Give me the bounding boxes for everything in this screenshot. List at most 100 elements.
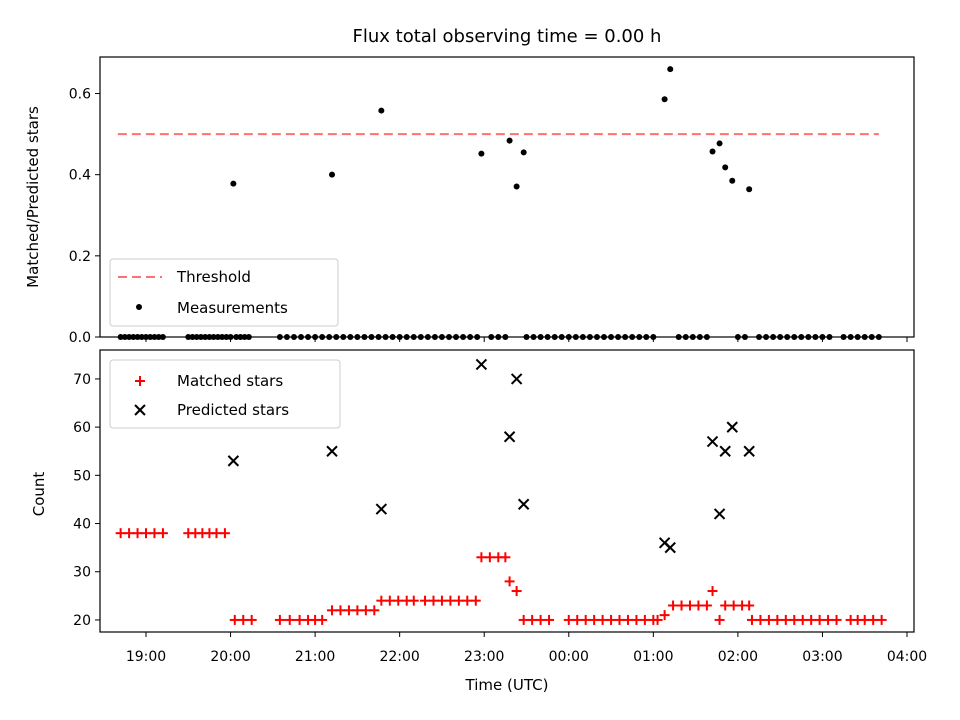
matched-star-point xyxy=(352,605,363,616)
matched-star-point xyxy=(115,528,126,539)
measurement-point xyxy=(565,334,572,340)
matched-star-point xyxy=(157,528,168,539)
matched-star-point xyxy=(535,614,546,625)
measurement-point xyxy=(298,334,305,340)
measurement-point xyxy=(223,334,230,340)
matched-star-point xyxy=(639,614,650,625)
measurement-point xyxy=(537,334,544,340)
y-tick-label: 60 xyxy=(73,420,91,436)
matched-star-point xyxy=(597,614,608,625)
measurement-point xyxy=(276,334,283,340)
measurement-point xyxy=(361,334,368,340)
measurement-point xyxy=(819,334,826,340)
measurement-point xyxy=(438,334,445,340)
predicted-star-point xyxy=(475,358,488,371)
measurement-point xyxy=(847,334,854,340)
y-tick-label: 50 xyxy=(73,468,91,484)
x-tick-label: 23:00 xyxy=(464,649,504,665)
matched-star-point xyxy=(327,605,338,616)
y-tick-label: 40 xyxy=(73,517,91,533)
measurement-point xyxy=(622,334,629,340)
matched-star-point xyxy=(707,586,718,597)
matched-star-point xyxy=(500,552,511,563)
measurement-point xyxy=(375,334,382,340)
matched-star-point xyxy=(714,614,725,625)
predicted-star-point xyxy=(326,445,338,457)
matched-star-point xyxy=(408,595,419,606)
y-tick-label: 70 xyxy=(73,372,91,388)
legend-box xyxy=(109,359,341,429)
matched-star-point xyxy=(746,614,757,625)
x-axis-label: Time (UTC) xyxy=(465,676,549,694)
y-tick-label: 0.2 xyxy=(69,249,91,265)
measurement-point xyxy=(396,334,403,340)
matched-star-point xyxy=(572,614,583,625)
predicted-star-point xyxy=(227,455,240,467)
measurement-point xyxy=(126,334,133,340)
measurement-point xyxy=(875,334,882,340)
predicted-star-point xyxy=(664,541,676,554)
x-tick-label: 04:00 xyxy=(887,649,927,665)
matched-star-point xyxy=(453,595,464,606)
x-tick-label: 00:00 xyxy=(549,649,589,665)
chart-title: Flux total observing time = 0.00 h xyxy=(353,26,662,47)
matched-star-point xyxy=(428,595,439,606)
measurement-point xyxy=(741,334,748,340)
measurement-point xyxy=(791,334,798,340)
measurement-point xyxy=(716,140,723,147)
measurement-point xyxy=(197,334,204,340)
x-tick-label: 19:00 xyxy=(126,649,166,665)
measurement-point xyxy=(206,334,213,340)
matched-star-point xyxy=(684,600,695,611)
matched-star-point xyxy=(229,614,240,625)
measurement-point xyxy=(159,334,166,340)
measurement-point xyxy=(378,107,385,114)
matched-star-point xyxy=(335,605,346,616)
measurement-point xyxy=(403,334,410,340)
measurement-point xyxy=(117,334,124,340)
predicted-star-point xyxy=(713,508,726,520)
predicted-star-point xyxy=(743,445,755,457)
measurement-point xyxy=(709,148,716,155)
measurement-point xyxy=(770,334,777,340)
matched-star-point xyxy=(563,614,574,625)
measurement-point xyxy=(389,334,396,340)
matched-star-point xyxy=(211,528,222,539)
measurement-point xyxy=(283,334,290,340)
measurement-point xyxy=(798,334,805,340)
measurement-point xyxy=(151,334,158,340)
matched-star-point xyxy=(476,552,487,563)
measurement-point xyxy=(410,334,417,340)
measurement-point xyxy=(579,334,586,340)
matched-star-point xyxy=(238,614,249,625)
measurement-point xyxy=(506,137,513,144)
measurement-point xyxy=(513,183,520,190)
measurement-point xyxy=(305,334,312,340)
measurement-point xyxy=(478,150,485,157)
measurement-point xyxy=(202,334,209,340)
matched-star-point xyxy=(317,614,328,625)
measurement-point xyxy=(417,334,424,340)
predicted-star-point xyxy=(706,435,719,448)
matched-star-point xyxy=(631,614,642,625)
legend-box xyxy=(109,258,339,327)
measurement-point xyxy=(593,334,600,340)
measurement-point xyxy=(319,334,326,340)
legend-predicted-label: Predicted stars xyxy=(177,401,289,419)
matched-star-point xyxy=(780,614,791,625)
matched-star-point xyxy=(823,614,834,625)
measurement-point xyxy=(210,334,217,340)
measurement-point xyxy=(143,334,149,340)
matched-star-point xyxy=(701,600,712,611)
matched-star-point xyxy=(763,614,774,625)
legend-measurement-swatch xyxy=(136,304,142,310)
matched-star-point xyxy=(527,614,538,625)
measurement-point xyxy=(734,334,741,340)
matched-star-point xyxy=(876,614,887,625)
measurement-point xyxy=(551,334,558,340)
measurement-point xyxy=(290,334,297,340)
measurement-point xyxy=(121,334,128,340)
measurement-point xyxy=(382,334,389,340)
measurement-point xyxy=(453,334,460,340)
